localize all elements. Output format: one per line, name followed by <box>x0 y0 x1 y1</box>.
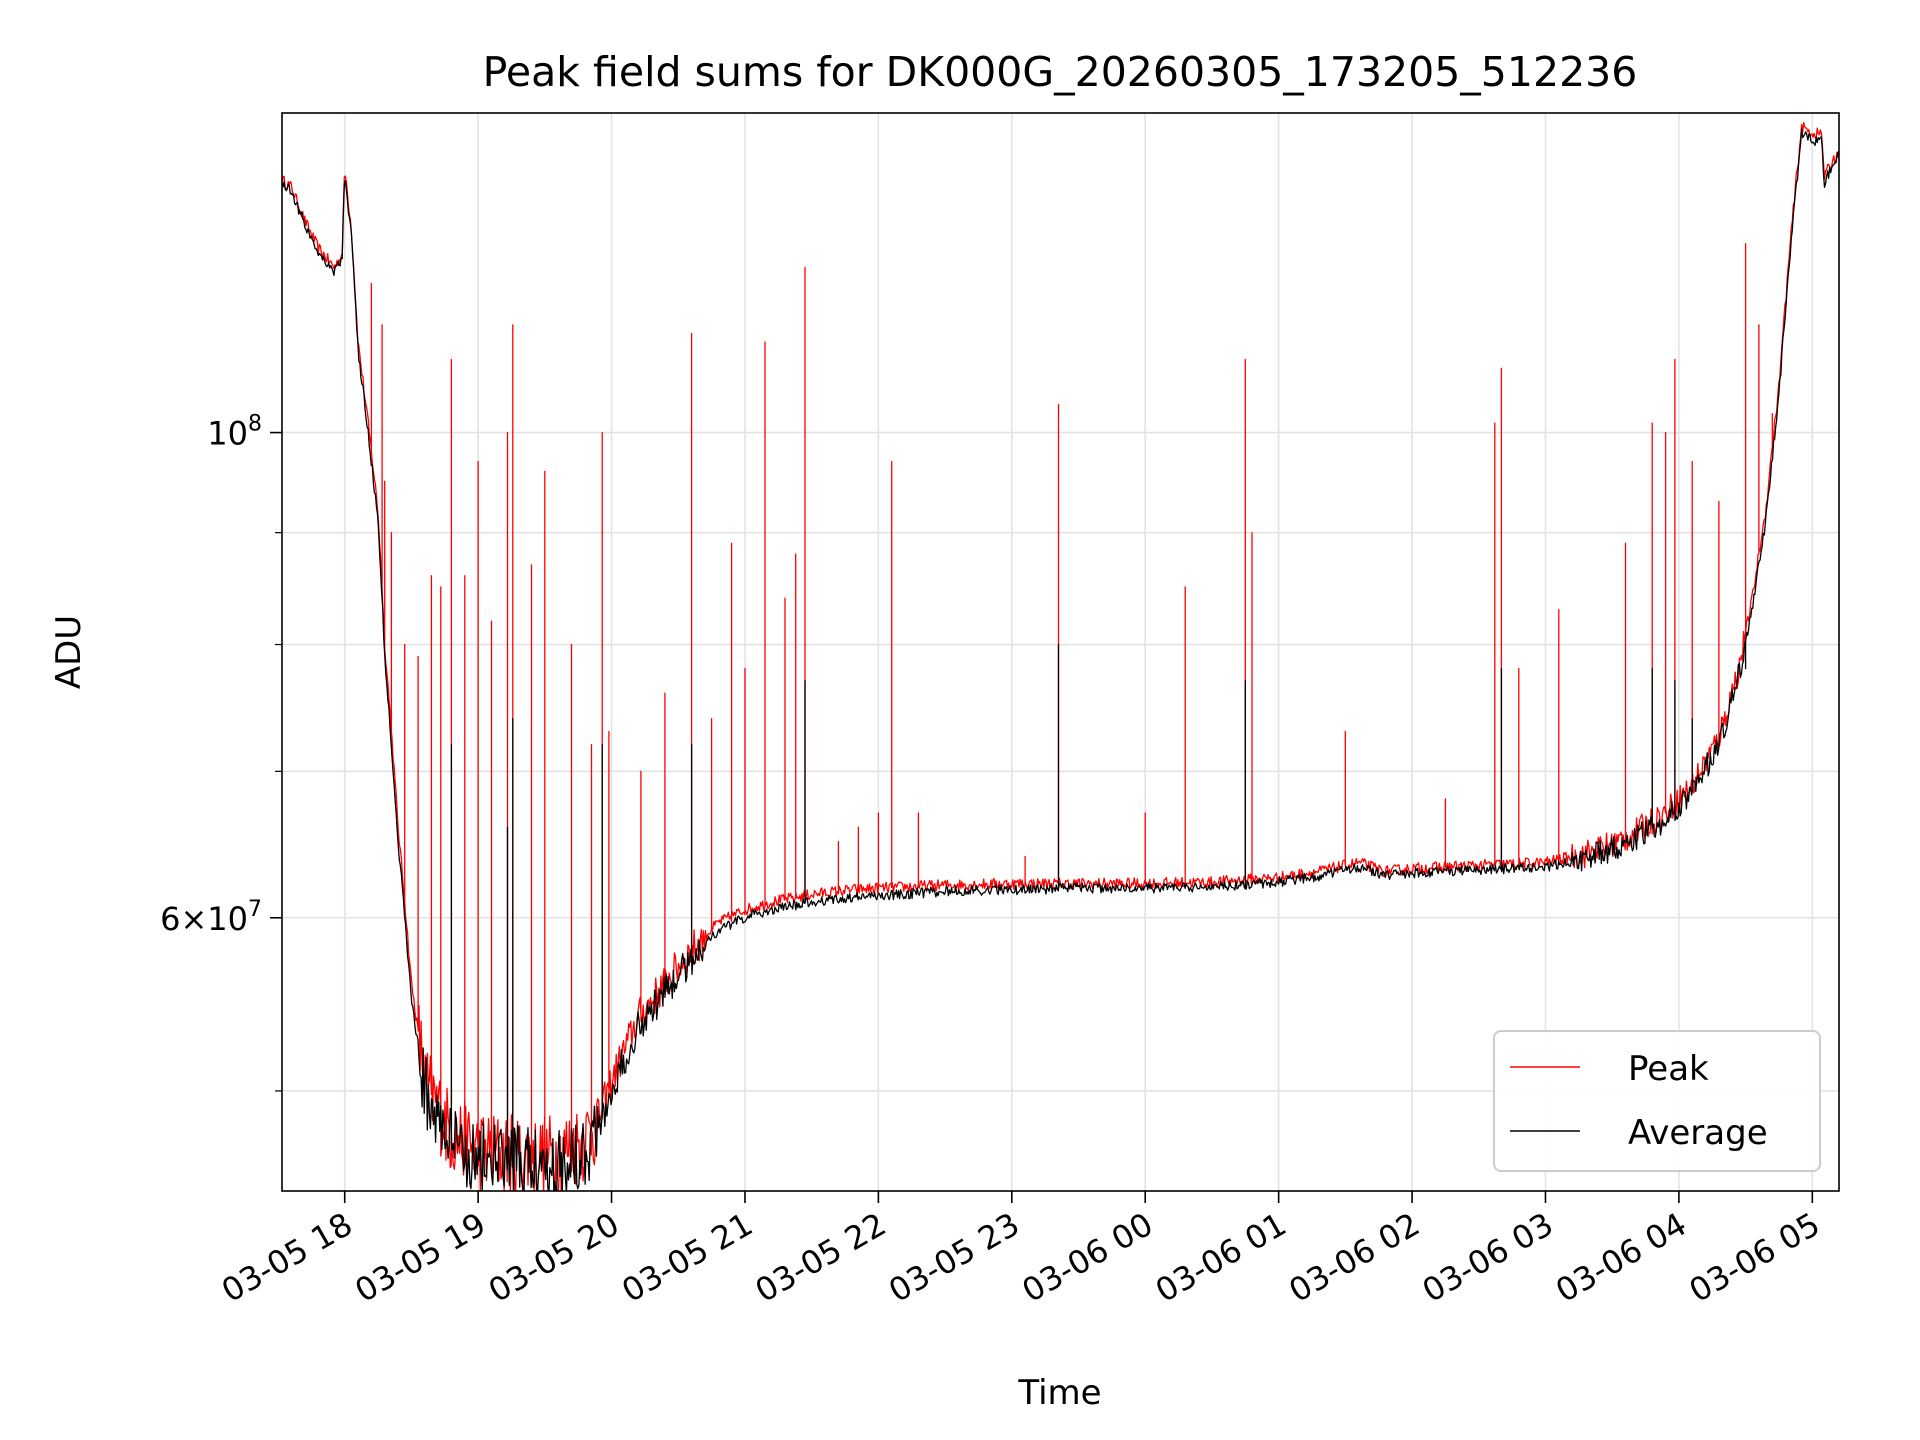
grid <box>282 113 1839 1191</box>
legend-peak-label: Peak <box>1628 1049 1709 1089</box>
y-tick-label-exponent: 8 <box>248 412 262 437</box>
y-axis: 108 6×107 <box>160 412 282 1092</box>
legend: Peak Average <box>1493 1030 1821 1172</box>
x-axis-label: Time <box>1017 1373 1101 1413</box>
y-tick-label-base: 10 <box>207 415 248 453</box>
y-tick-label: 6×107 <box>160 897 262 938</box>
chart-title: Peak field sums for DK000G_20260305_1732… <box>483 48 1638 96</box>
y-tick-label-base: 6×10 <box>160 900 248 938</box>
series-layer <box>282 121 1839 1191</box>
y-axis-label: ADU <box>49 615 89 689</box>
y-tick-label-exponent: 7 <box>248 897 262 922</box>
plot-frame <box>281 112 1840 1192</box>
y-tick-label: 108 <box>207 412 262 453</box>
legend-box <box>1493 1030 1821 1172</box>
series-line-average <box>282 128 1839 1191</box>
legend-average-label: Average <box>1628 1113 1768 1153</box>
